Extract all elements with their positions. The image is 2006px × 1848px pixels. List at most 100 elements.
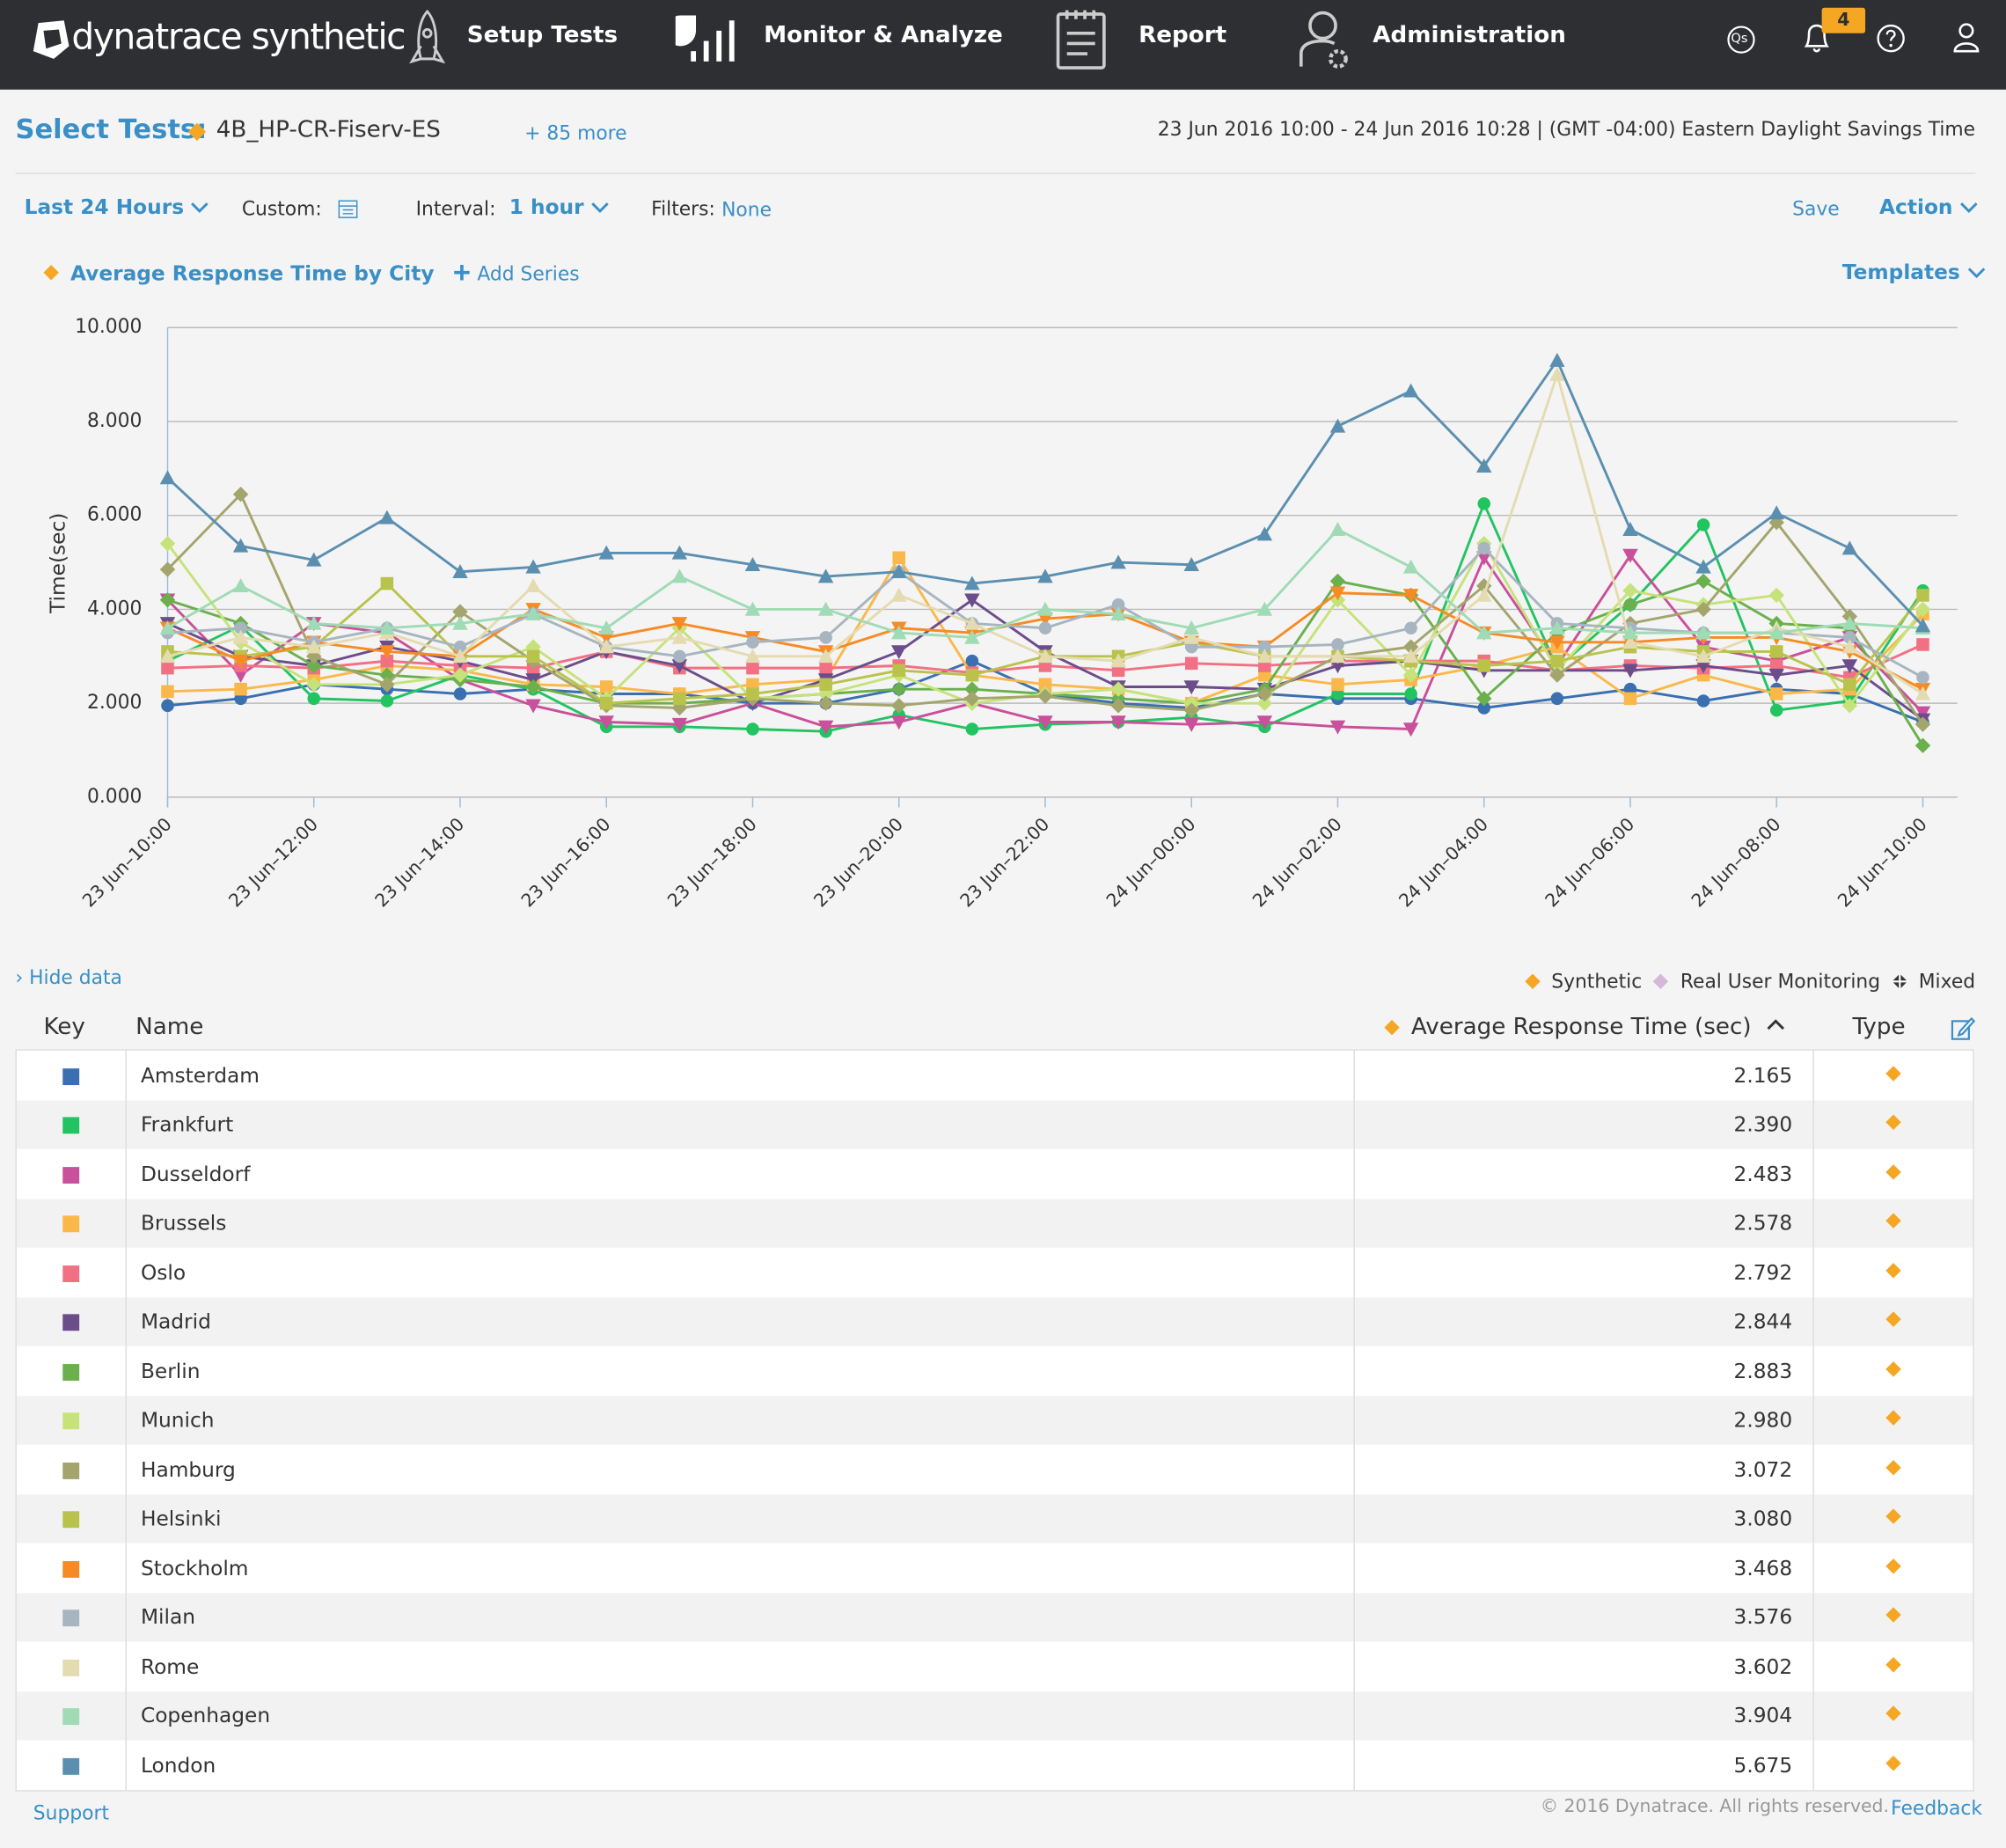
point bbox=[1695, 559, 1711, 574]
point bbox=[1183, 717, 1199, 732]
qs-icon[interactable] bbox=[1724, 23, 1758, 56]
series bbox=[159, 352, 1931, 633]
point bbox=[1402, 589, 1419, 604]
table-row: Stockholm 3.468 bbox=[16, 1543, 1973, 1593]
point bbox=[159, 649, 176, 664]
key-swatch bbox=[62, 1265, 80, 1282]
calendar-icon[interactable] bbox=[338, 198, 358, 218]
templates-dropdown[interactable]: Templates bbox=[1842, 260, 1985, 284]
nav-admin[interactable]: Administration bbox=[1373, 21, 1566, 49]
point bbox=[1549, 366, 1565, 381]
name-cell: Oslo bbox=[126, 1247, 1355, 1297]
type-cell bbox=[1813, 1248, 1973, 1297]
point bbox=[380, 576, 394, 590]
help-icon[interactable] bbox=[1876, 23, 1907, 54]
type-cell bbox=[1813, 1149, 1973, 1199]
y-tick-label: 10.000 bbox=[75, 316, 142, 338]
key-cell bbox=[16, 1050, 127, 1100]
nav-monitor[interactable]: Monitor & Analyze bbox=[764, 21, 1003, 49]
name-cell: Milan bbox=[126, 1592, 1355, 1642]
save-button[interactable]: Save bbox=[1792, 196, 1840, 221]
point bbox=[1696, 518, 1710, 532]
table-row: Oslo 2.792 bbox=[16, 1247, 1973, 1297]
point bbox=[525, 678, 541, 695]
point bbox=[817, 601, 834, 616]
action-dropdown[interactable]: Action bbox=[1879, 194, 1978, 219]
type-icon bbox=[1885, 1656, 1901, 1673]
table-row: Copenhagen 3.904 bbox=[16, 1690, 1973, 1741]
point bbox=[452, 667, 468, 683]
more-tests[interactable]: + 85 more bbox=[524, 121, 627, 145]
col-diamond bbox=[1384, 1019, 1400, 1036]
point bbox=[817, 568, 834, 583]
point bbox=[379, 677, 395, 693]
logo-text: dynatrace synthetic bbox=[71, 15, 406, 58]
support-link[interactable]: Support bbox=[33, 1801, 110, 1825]
x-tick-label: 23 Jun–12:00 bbox=[224, 813, 322, 911]
chevron bbox=[591, 202, 609, 213]
name-cell: Brussels bbox=[126, 1198, 1355, 1248]
col-name[interactable]: Name bbox=[135, 1013, 204, 1041]
nav-setup[interactable]: Setup Tests bbox=[466, 21, 619, 49]
name-cell: Hamburg bbox=[126, 1444, 1355, 1494]
point bbox=[1258, 640, 1271, 654]
feedback-link[interactable]: Feedback bbox=[1891, 1796, 1983, 1820]
synthetic-diamond bbox=[187, 122, 207, 141]
name-cell: Berlin bbox=[126, 1346, 1355, 1396]
point bbox=[1768, 668, 1784, 683]
point bbox=[891, 698, 907, 714]
point bbox=[1914, 686, 1931, 700]
value-cell: 3.072 bbox=[1354, 1444, 1814, 1494]
x-tick-label: 24 Jun–02:00 bbox=[1248, 813, 1346, 911]
point bbox=[1841, 659, 1858, 674]
point bbox=[1841, 615, 1858, 630]
edit-icon[interactable] bbox=[1950, 1016, 1976, 1042]
point bbox=[1404, 687, 1417, 700]
value-cell: 3.602 bbox=[1354, 1641, 1814, 1691]
hide-data[interactable]: › Hide data bbox=[15, 965, 122, 990]
point bbox=[1037, 649, 1053, 664]
interval-dropdown[interactable]: 1 hour bbox=[509, 194, 609, 219]
type-mixed: Mixed bbox=[1918, 970, 1976, 994]
series-title[interactable]: Average Response Time by City bbox=[70, 260, 435, 286]
name-cell: Rome bbox=[126, 1641, 1355, 1691]
name-cell: Helsinki bbox=[126, 1493, 1355, 1544]
point bbox=[379, 510, 395, 524]
nav-report[interactable]: Report bbox=[1138, 21, 1227, 49]
add-series[interactable]: Add Series bbox=[477, 262, 580, 286]
point bbox=[1549, 352, 1565, 367]
key-swatch bbox=[62, 1117, 80, 1134]
point bbox=[671, 545, 688, 560]
point bbox=[1841, 698, 1858, 714]
chevron bbox=[1960, 202, 1978, 213]
value-cell: 2.844 bbox=[1354, 1296, 1814, 1346]
period-dropdown[interactable]: Last 24 Hours bbox=[25, 194, 209, 219]
interval-label: Interval: bbox=[415, 196, 496, 221]
type-icon bbox=[1885, 1262, 1901, 1279]
point bbox=[892, 551, 906, 565]
user-icon[interactable] bbox=[1951, 20, 1981, 54]
type-cell bbox=[1813, 1642, 1973, 1691]
point bbox=[746, 687, 759, 700]
x-tick-label: 24 Jun–04:00 bbox=[1395, 813, 1492, 911]
point bbox=[1916, 638, 1929, 651]
key-cell bbox=[16, 1148, 127, 1199]
type-icon bbox=[1885, 1705, 1901, 1722]
key-swatch bbox=[62, 1708, 80, 1726]
point bbox=[964, 615, 980, 630]
x-tick-label: 23 Jun–10:00 bbox=[78, 813, 176, 911]
test-name[interactable]: 4B_HP-CR-Fiserv-ES bbox=[216, 116, 441, 143]
y-tick-label: 0.000 bbox=[87, 786, 142, 808]
name-cell: Copenhagen bbox=[126, 1690, 1355, 1741]
filters-value[interactable]: None bbox=[721, 198, 772, 222]
col-type[interactable]: Type bbox=[1852, 1013, 1906, 1041]
point bbox=[1110, 681, 1126, 697]
point bbox=[1841, 540, 1858, 555]
col-response[interactable]: Average Response Time (sec) bbox=[1410, 1013, 1752, 1041]
point bbox=[232, 578, 249, 593]
bell-icon[interactable] bbox=[1801, 20, 1832, 56]
table-row: Helsinki 3.080 bbox=[16, 1493, 1973, 1544]
point bbox=[1037, 688, 1053, 704]
point bbox=[1404, 621, 1417, 635]
point bbox=[1476, 458, 1492, 473]
